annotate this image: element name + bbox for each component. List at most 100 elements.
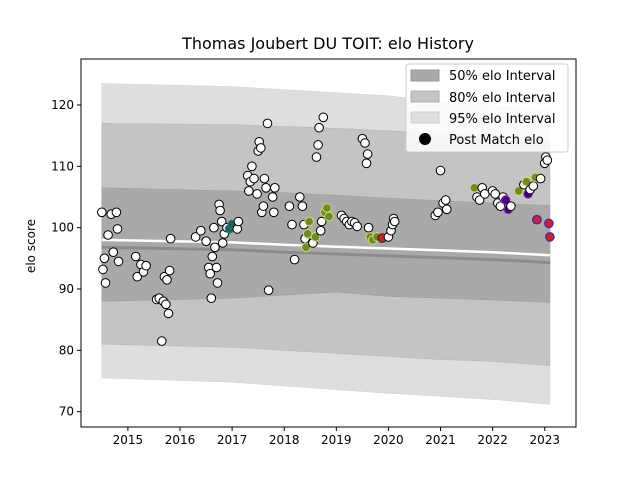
data-point (433, 207, 443, 218)
data-point (301, 242, 311, 253)
data-point (297, 201, 308, 211)
data-point (201, 236, 211, 246)
data-point (442, 204, 452, 215)
data-point (310, 232, 321, 242)
data-point (360, 138, 370, 148)
x-tick-label: 2023 (529, 433, 560, 447)
data-point (315, 225, 326, 236)
legend-label-50: 50% elo Interval (449, 69, 556, 84)
data-point (304, 216, 315, 227)
data-point (363, 222, 374, 233)
y-tick-label: 90 (59, 282, 74, 296)
data-point (161, 299, 171, 310)
y-tick-label: 100 (51, 221, 74, 235)
data-point (216, 216, 227, 227)
x-tick-label: 2019 (321, 433, 352, 447)
data-point (157, 336, 167, 346)
data-point (500, 195, 511, 205)
data-point (99, 253, 110, 264)
x-tick-label: 2018 (269, 433, 300, 447)
data-point (196, 225, 206, 236)
data-point (322, 203, 332, 213)
data-point (532, 214, 542, 225)
legend-box (405, 63, 569, 153)
data-point (295, 192, 305, 202)
data-point (361, 158, 372, 169)
data-point (252, 189, 262, 199)
data-point (112, 224, 123, 234)
data-point (270, 183, 280, 193)
data-point (205, 268, 215, 279)
data-point (474, 195, 485, 205)
data-point (440, 195, 451, 205)
data-point (162, 275, 172, 285)
data-point (521, 176, 532, 187)
data-point (261, 183, 271, 193)
data-point (506, 201, 516, 211)
data-point (256, 143, 266, 153)
y-axis-label: elo score (24, 219, 38, 273)
data-point (435, 165, 446, 176)
data-point (164, 265, 175, 276)
legend-swatch-95 (410, 111, 440, 124)
data-point (249, 173, 259, 184)
data-point (217, 238, 228, 248)
data-point (141, 260, 151, 271)
data-point (259, 173, 270, 184)
data-point (287, 219, 297, 230)
data-point (352, 221, 363, 232)
data-point (362, 149, 373, 159)
data-point (132, 271, 143, 282)
y-tick-label: 120 (51, 98, 74, 112)
post-match-elo-points (97, 112, 555, 346)
data-point (389, 216, 400, 227)
data-point (100, 278, 111, 288)
data-point (165, 233, 176, 244)
data-point (209, 222, 219, 233)
data-point (108, 247, 119, 257)
data-point (103, 230, 113, 240)
data-point (211, 262, 222, 273)
data-point (490, 189, 501, 199)
data-point (130, 251, 141, 262)
elo-mean-lines (101, 238, 550, 265)
data-point (210, 242, 220, 253)
data-point (258, 201, 269, 211)
plot-area (97, 83, 555, 405)
x-tick-label: 2022 (477, 433, 508, 447)
x-tick-label: 2016 (165, 433, 196, 447)
data-point (267, 192, 278, 202)
x-tick-label: 2017 (217, 433, 248, 447)
data-point (207, 251, 218, 262)
data-point (233, 216, 244, 227)
legend-label-95: 95% elo Interval (449, 112, 556, 127)
data-point (263, 285, 274, 296)
data-point (190, 232, 201, 242)
legend-marker-point (419, 133, 431, 145)
data-point (284, 201, 295, 211)
data-point (313, 140, 323, 150)
data-point (314, 122, 324, 133)
x-tick-label: 2020 (373, 433, 404, 447)
data-point (535, 173, 546, 184)
legend-swatch-50 (410, 69, 440, 82)
data-point (316, 216, 327, 227)
plot-frame (80, 58, 577, 428)
data-point (244, 186, 254, 196)
y-tick-label: 110 (51, 159, 74, 173)
x-axis-ticks: 2015 2016 2017 2018 2019 2020 2021 2022 2023 (113, 427, 560, 447)
chart-title: Thomas Joubert DU TOIT: elo History (181, 34, 474, 53)
y-tick-label: 70 (59, 405, 74, 419)
legend: 50% elo Interval 80% elo Interval 95% el… (405, 63, 569, 153)
data-point (247, 161, 257, 172)
legend-label-point: Post Match elo (449, 133, 544, 148)
data-point (324, 211, 334, 222)
data-point (98, 264, 108, 275)
data-point (289, 254, 300, 265)
data-point (206, 293, 217, 304)
data-point (528, 181, 539, 191)
y-tick-label: 80 (59, 343, 74, 357)
data-point (215, 205, 225, 216)
elo-mean-line (101, 238, 550, 257)
